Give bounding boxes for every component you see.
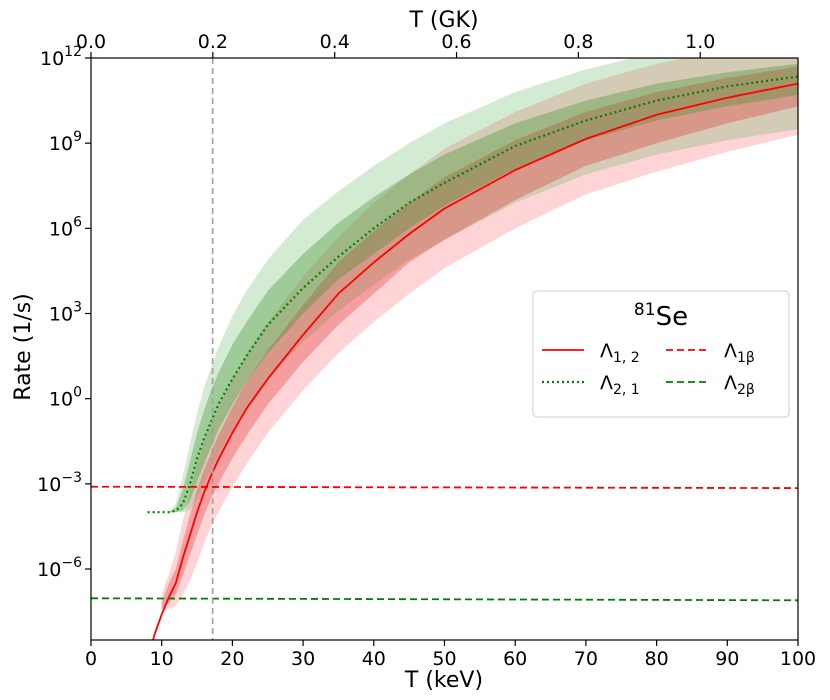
band-lambda-21-inner <box>147 63 798 513</box>
legend-box <box>532 290 790 418</box>
x-tick-label: 30 <box>291 648 315 670</box>
y-tick-label: 100 <box>49 385 82 411</box>
y-axis-ticks: 10−6 10−3 100 103 106 109 1012 <box>37 44 91 581</box>
legend-title-element: Se <box>656 302 689 332</box>
x-axis-ticks: 0 10 20 30 40 50 60 70 80 90 100 <box>85 640 816 670</box>
top-x-tick-label: 0.8 <box>563 31 593 53</box>
legend-title: 81Se <box>634 300 688 332</box>
series-lines <box>91 75 798 640</box>
top-x-tick-label: 0.0 <box>76 31 106 53</box>
legend-entries: Λ1, 2 Λ2, 1 Λ1β Λ2β <box>542 340 755 398</box>
y-tick-label: 10−6 <box>37 555 82 581</box>
y-tick-label: 10−3 <box>37 470 82 496</box>
series-line-4 <box>91 597 798 602</box>
x-tick-label: 0 <box>85 648 97 670</box>
x-tick-label: 20 <box>220 648 244 670</box>
series-line-2 <box>147 75 798 514</box>
y-tick-label: 103 <box>49 300 82 326</box>
x-tick-label: 80 <box>645 648 669 670</box>
y-axis-label: Rate (1/s) <box>11 293 36 400</box>
series-line-3 <box>91 485 798 490</box>
top-x-tick-label: 0.2 <box>198 31 228 53</box>
top-x-tick-label: 1.0 <box>685 31 715 53</box>
y-tick-label: 1012 <box>40 44 82 70</box>
uncertainty-bands <box>147 58 798 612</box>
y-tick-label: 106 <box>49 214 82 240</box>
x-tick-label: 90 <box>715 648 739 670</box>
band-lambda-21-outer <box>147 58 798 513</box>
top-x-axis-ticks: 0.0 0.2 0.4 0.6 0.8 1.0 <box>76 31 715 58</box>
band-lambda-12-inner <box>161 66 798 609</box>
legend-label-4: Λ2β <box>724 372 755 398</box>
legend-label-2: Λ2, 1 <box>600 372 640 398</box>
x-tick-label: 10 <box>150 648 174 670</box>
x-axis-label: T (keV) <box>404 668 483 693</box>
x-tick-label: 50 <box>432 648 456 670</box>
top-x-tick-label: 0.6 <box>441 31 471 53</box>
x-tick-label: 60 <box>503 648 527 670</box>
x-tick-label: 40 <box>362 648 386 670</box>
x-tick-label: 100 <box>780 648 816 670</box>
series-line-1 <box>152 82 798 640</box>
y-tick-label: 109 <box>49 129 82 155</box>
top-x-tick-label: 0.4 <box>320 31 350 53</box>
x-tick-label: 70 <box>574 648 598 670</box>
legend-label-1: Λ1, 2 <box>600 340 640 366</box>
legend-label-3: Λ1β <box>724 340 755 366</box>
band-lambda-12-outer <box>161 58 798 612</box>
top-x-axis-label: T (GK) <box>408 8 478 33</box>
legend: 81Se Λ1, 2 Λ2, 1 Λ1β Λ2β <box>532 290 790 418</box>
legend-title-mass: 81 <box>634 300 656 320</box>
